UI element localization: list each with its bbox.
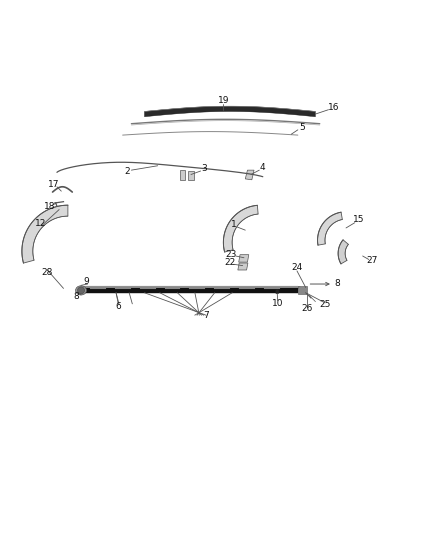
Text: 3: 3: [201, 164, 207, 173]
Text: 27: 27: [367, 256, 378, 265]
Text: 1: 1: [230, 220, 237, 229]
Polygon shape: [223, 205, 258, 252]
Circle shape: [275, 289, 279, 294]
Text: 6: 6: [115, 302, 121, 311]
Text: 8: 8: [74, 292, 80, 301]
Circle shape: [78, 287, 85, 294]
Polygon shape: [81, 286, 304, 288]
Polygon shape: [239, 255, 249, 262]
Polygon shape: [145, 106, 315, 117]
Text: 26: 26: [301, 304, 312, 313]
Text: 16: 16: [328, 103, 339, 112]
Text: 15: 15: [353, 215, 364, 224]
Text: 23: 23: [226, 250, 237, 259]
Text: 25: 25: [319, 300, 331, 309]
Text: 17: 17: [48, 180, 59, 189]
Text: 4: 4: [260, 163, 265, 172]
Polygon shape: [238, 263, 248, 270]
Polygon shape: [318, 212, 343, 245]
Text: 28: 28: [41, 268, 53, 277]
Text: 22: 22: [224, 259, 235, 268]
Text: 18: 18: [44, 203, 55, 212]
Polygon shape: [81, 288, 298, 293]
Polygon shape: [298, 286, 307, 294]
Text: 24: 24: [291, 263, 303, 272]
Polygon shape: [245, 170, 254, 180]
Polygon shape: [338, 240, 348, 264]
Text: 5: 5: [299, 123, 305, 132]
Polygon shape: [22, 205, 68, 263]
Text: 12: 12: [35, 219, 46, 228]
Ellipse shape: [76, 286, 86, 295]
Polygon shape: [180, 170, 185, 180]
Text: 10: 10: [272, 299, 283, 308]
Text: 9: 9: [83, 277, 89, 286]
Text: 7: 7: [203, 311, 209, 320]
Polygon shape: [188, 171, 194, 180]
Text: 19: 19: [218, 96, 229, 106]
Text: 2: 2: [124, 167, 130, 176]
Text: 8: 8: [334, 279, 340, 288]
